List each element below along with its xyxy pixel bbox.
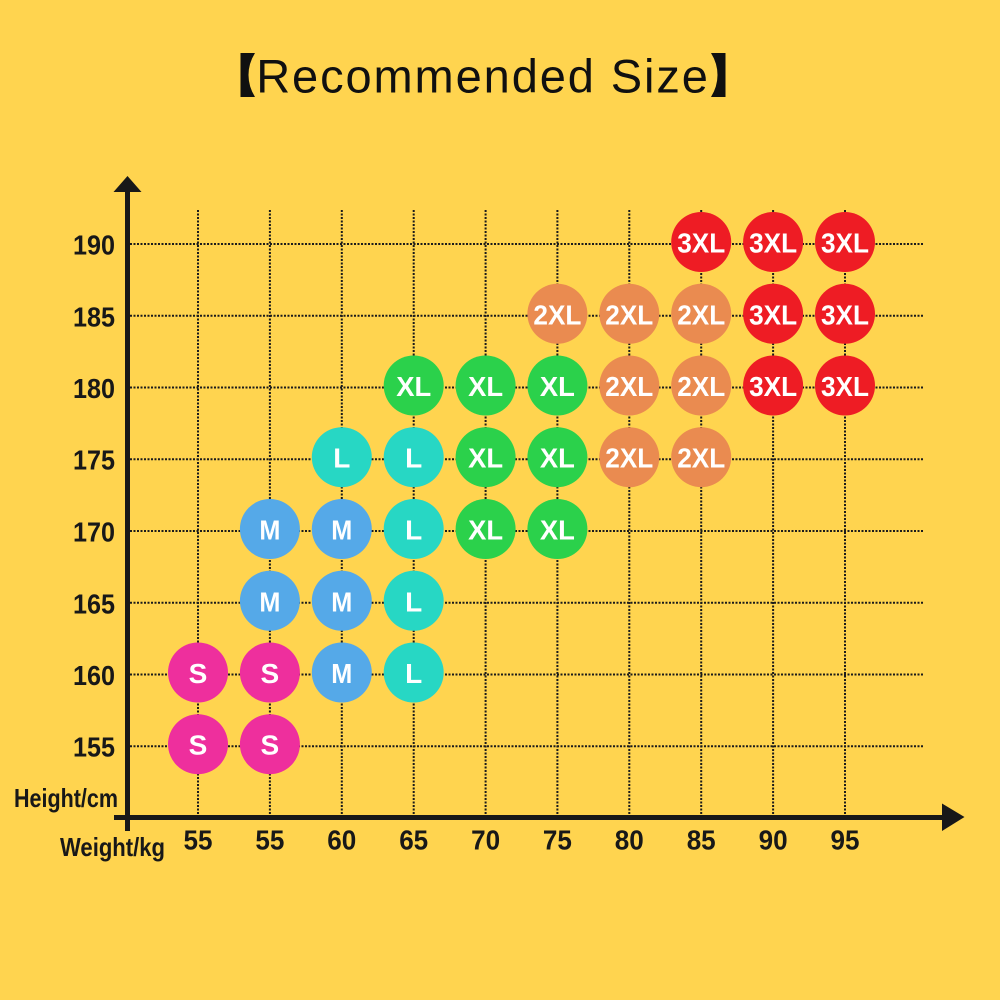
svg-text:L: L <box>405 515 422 546</box>
svg-text:70: 70 <box>471 825 500 856</box>
svg-text:S: S <box>189 730 208 761</box>
svg-text:2XL: 2XL <box>677 371 725 402</box>
svg-text:M: M <box>331 658 352 689</box>
svg-text:65: 65 <box>399 825 428 856</box>
svg-text:S: S <box>261 658 280 689</box>
svg-text:2XL: 2XL <box>677 299 725 330</box>
svg-text:XL: XL <box>468 443 503 474</box>
svg-text:3XL: 3XL <box>821 228 869 259</box>
svg-text:175: 175 <box>73 445 115 476</box>
svg-text:2XL: 2XL <box>677 443 725 474</box>
svg-text:2XL: 2XL <box>605 443 653 474</box>
svg-text:XL: XL <box>468 371 503 402</box>
svg-text:160: 160 <box>73 660 115 691</box>
svg-text:2XL: 2XL <box>605 299 653 330</box>
svg-text:3XL: 3XL <box>821 371 869 402</box>
svg-text:XL: XL <box>396 371 431 402</box>
svg-text:3XL: 3XL <box>749 371 797 402</box>
svg-text:190: 190 <box>73 230 115 261</box>
svg-text:XL: XL <box>540 371 575 402</box>
svg-text:XL: XL <box>540 515 575 546</box>
svg-text:S: S <box>189 658 208 689</box>
svg-text:155: 155 <box>73 732 115 763</box>
svg-text:Height/cm: Height/cm <box>14 783 118 813</box>
svg-text:180: 180 <box>73 373 115 404</box>
svg-text:L: L <box>405 586 422 617</box>
svg-text:3XL: 3XL <box>749 228 797 259</box>
svg-text:3XL: 3XL <box>821 299 869 330</box>
svg-text:2XL: 2XL <box>533 299 581 330</box>
svg-text:170: 170 <box>73 517 115 548</box>
svg-text:2XL: 2XL <box>605 371 653 402</box>
svg-text:S: S <box>261 730 280 761</box>
svg-text:3XL: 3XL <box>677 228 725 259</box>
svg-text:60: 60 <box>327 825 356 856</box>
svg-text:M: M <box>259 586 280 617</box>
svg-text:185: 185 <box>73 301 115 332</box>
svg-text:165: 165 <box>73 588 115 619</box>
svg-text:Weight/kg: Weight/kg <box>60 832 165 862</box>
svg-text:M: M <box>259 515 280 546</box>
svg-text:55: 55 <box>255 825 284 856</box>
svg-text:L: L <box>333 443 350 474</box>
svg-text:55: 55 <box>184 825 213 856</box>
svg-text:90: 90 <box>759 825 788 856</box>
svg-text:XL: XL <box>468 515 503 546</box>
svg-text:Recommended Size: Recommended Size <box>256 50 710 103</box>
svg-text:L: L <box>405 658 422 689</box>
svg-text:L: L <box>405 443 422 474</box>
svg-text:95: 95 <box>831 825 860 856</box>
svg-text:XL: XL <box>540 443 575 474</box>
svg-text:85: 85 <box>687 825 716 856</box>
svg-text:80: 80 <box>615 825 644 856</box>
svg-text:3XL: 3XL <box>749 299 797 330</box>
svg-text:75: 75 <box>543 825 572 856</box>
svg-text:M: M <box>331 586 352 617</box>
svg-text:M: M <box>331 515 352 546</box>
